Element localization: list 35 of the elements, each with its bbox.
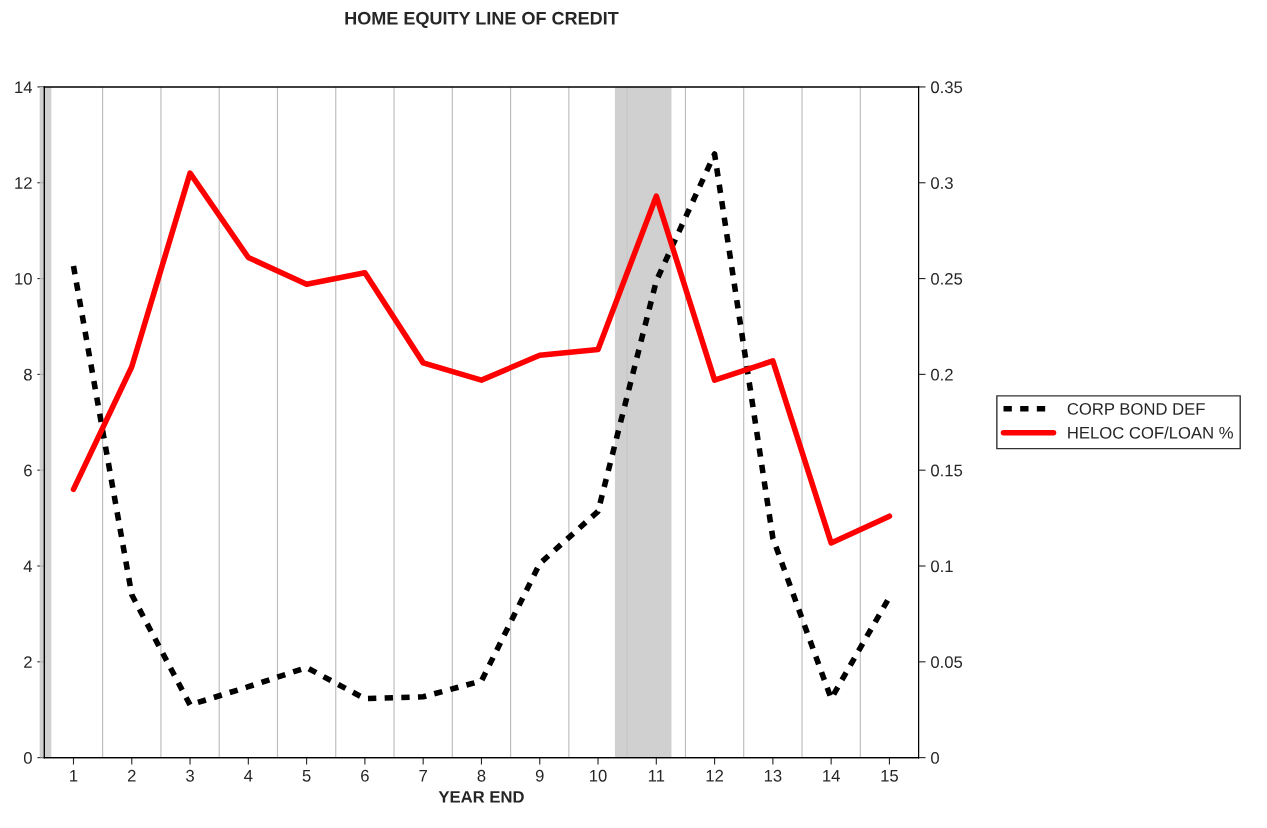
legend-label: HELOC COF/LOAN %	[1068, 426, 1233, 439]
y-tick-label: 4	[23, 560, 33, 573]
y2-tick-label: 0.25	[931, 272, 963, 285]
x-tick-label: 1	[70, 770, 78, 782]
y-tick-label: 2	[24, 656, 32, 668]
y-tick-label: 10	[15, 272, 32, 285]
x-tick-label: 8	[477, 769, 486, 782]
x-tick-label: 3	[186, 769, 194, 782]
x-tick-label: 14	[823, 770, 840, 782]
y2-tick-label: 0.15	[931, 464, 963, 477]
x-tick-label: 10	[590, 769, 607, 782]
y2-tick-label: 0.3	[931, 177, 953, 189]
y2-tick-label: 0	[931, 752, 939, 764]
x-tick-label: 13	[764, 769, 782, 782]
y-tick-label: 8	[24, 368, 32, 381]
y-tick-label: 0	[23, 752, 32, 764]
y2-tick-label: 0.1	[931, 560, 953, 573]
legend-label: CORP BOND DEF	[1067, 403, 1205, 415]
x-tick-label: 11	[648, 770, 665, 782]
x-tick-label: 6	[361, 769, 369, 782]
x-tick-label: 9	[535, 769, 544, 782]
x-tick-label: 4	[244, 770, 253, 782]
y-tick-label: 12	[15, 177, 32, 189]
y2-tick-label: 0.05	[931, 656, 963, 669]
chart-title: HOME EQUITY LINE OF CREDIT	[345, 11, 619, 28]
x-tick-label: 2	[127, 769, 136, 782]
y-tick-label: 14	[15, 81, 33, 93]
y-tick-label: 6	[24, 464, 32, 477]
x-tick-label: 12	[706, 769, 724, 782]
x-tick-label: 15	[881, 770, 899, 782]
x-axis-title: YEAR END	[438, 791, 524, 803]
y2-tick-label: 0.35	[931, 81, 963, 94]
x-tick-label: 7	[419, 770, 427, 782]
y2-tick-label: 0.2	[931, 368, 953, 381]
x-tick-label: 5	[302, 770, 311, 782]
